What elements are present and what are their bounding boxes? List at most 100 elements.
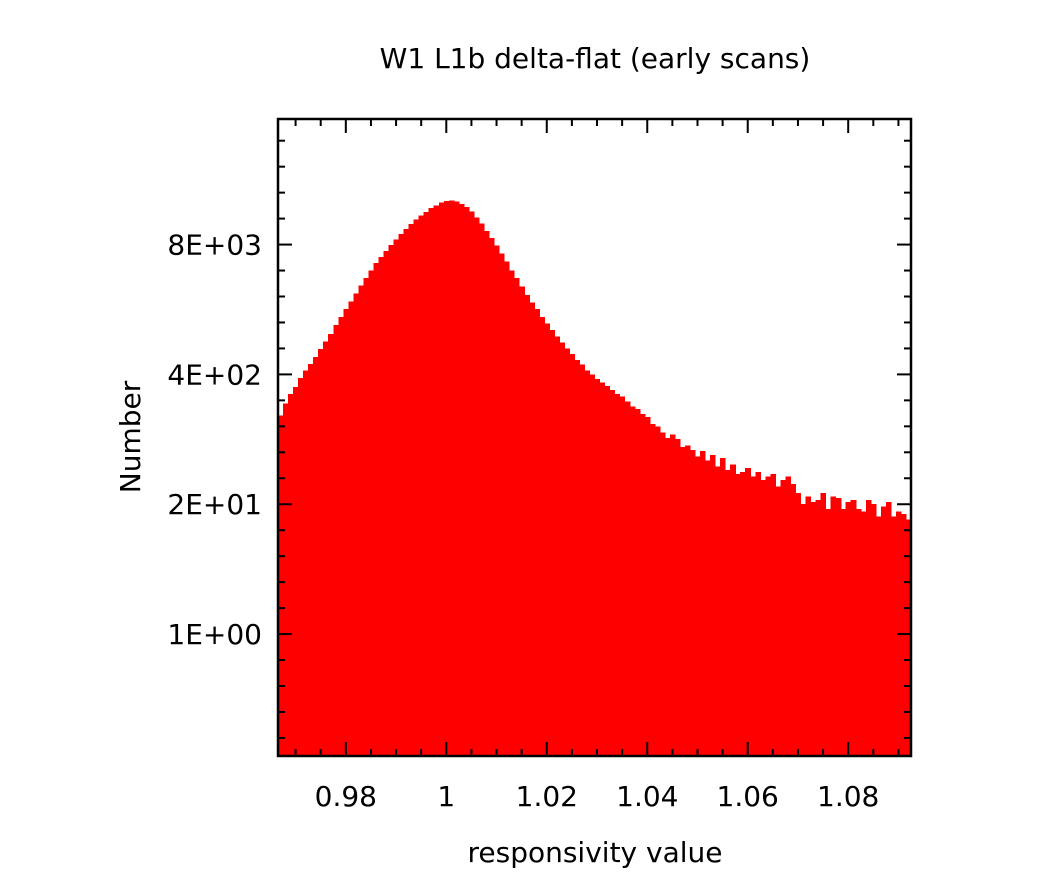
histogram-bar: [860, 511, 867, 756]
histogram-bar: [408, 224, 415, 756]
histogram-bar: [443, 201, 450, 756]
histogram-bar: [659, 432, 666, 756]
histogram-bar: [740, 472, 746, 756]
histogram-bar: [308, 363, 314, 756]
histogram-bar: [363, 277, 370, 756]
histogram-bar: [639, 414, 646, 756]
x-tick-labels: 0.98 1 1.02 1.04 1.06 1.08: [315, 780, 880, 813]
histogram-bar: [765, 476, 771, 756]
histogram-bar: [715, 466, 721, 756]
histogram-bars: [278, 200, 912, 757]
histogram-bar: [684, 445, 691, 756]
histogram-bar: [353, 293, 359, 756]
histogram-bar: [358, 285, 364, 756]
histogram-bar: [649, 423, 656, 756]
x-tick-label: 1.04: [616, 780, 678, 813]
histogram-bar: [468, 211, 475, 756]
x-tick-label: 1.02: [516, 780, 578, 813]
histogram-bar: [529, 302, 535, 756]
histogram-bar: [338, 317, 344, 756]
histogram-bar: [840, 508, 847, 756]
histogram-bar: [689, 449, 696, 756]
histogram-bar: [614, 393, 621, 756]
histogram-bar: [413, 219, 420, 756]
chart-title: W1 L1b delta-flat (early scans): [380, 42, 811, 75]
histogram-bar: [609, 389, 616, 756]
histogram-bar: [619, 396, 626, 756]
histogram-bar: [494, 245, 500, 756]
histogram-bar: [333, 325, 339, 756]
histogram-bar: [549, 329, 555, 756]
histogram-bar: [453, 201, 460, 757]
x-tick-label: 1: [437, 780, 455, 813]
histogram-bar: [328, 333, 334, 756]
histogram-bar: [634, 409, 641, 756]
histogram-bar: [559, 342, 565, 756]
histogram-bar: [810, 502, 817, 756]
y-tick-label: 1E+00: [167, 618, 262, 651]
histogram-bar: [604, 386, 611, 756]
histogram-bar: [800, 504, 807, 756]
histogram-bar: [463, 207, 470, 756]
histogram-bar: [790, 483, 797, 756]
histogram-bar: [544, 323, 550, 756]
histogram-bar: [418, 215, 425, 756]
histogram-bar: [705, 460, 711, 756]
x-axis-label: responsivity value: [467, 836, 722, 869]
histogram-bar: [890, 516, 897, 756]
histogram-bar: [574, 359, 581, 756]
histogram-bar: [388, 245, 395, 757]
histogram-bar: [664, 438, 671, 756]
histogram-bar: [343, 309, 349, 756]
histogram-bar: [403, 228, 410, 757]
histogram-bar: [303, 370, 309, 756]
histogram-bar: [880, 506, 887, 756]
histogram-bar: [499, 253, 505, 756]
histogram-bar: [780, 479, 786, 756]
histogram-bar: [775, 486, 781, 756]
histogram-bar: [293, 386, 299, 756]
histogram-bar: [378, 257, 385, 756]
histogram-bar: [323, 341, 329, 756]
histogram-bar: [524, 294, 530, 756]
histogram-bar: [720, 458, 726, 756]
histogram-bar: [885, 502, 892, 756]
histogram-bar: [368, 270, 375, 756]
histogram-bar: [815, 500, 822, 756]
histogram-bar: [428, 208, 435, 757]
histogram-bar: [805, 496, 812, 756]
histogram-bar: [313, 356, 319, 756]
histogram-bar: [735, 474, 741, 756]
histogram-bar: [624, 401, 631, 756]
histogram-bar: [679, 446, 686, 756]
histogram-bar: [504, 261, 510, 756]
histogram-bar: [539, 317, 545, 756]
histogram-bar: [298, 377, 304, 756]
histogram-bar: [433, 205, 440, 757]
histogram-bar: [509, 270, 515, 756]
histogram-bar: [760, 479, 766, 756]
histogram-bar: [654, 426, 661, 756]
histogram-bar: [785, 476, 792, 756]
histogram-bar: [725, 470, 731, 756]
histogram-bar: [644, 416, 651, 756]
histogram-bar: [473, 217, 480, 756]
histogram-bar: [795, 492, 802, 756]
y-axis-label: Number: [114, 380, 147, 493]
histogram-bar: [730, 464, 736, 756]
histogram-bar: [710, 455, 716, 756]
x-tick-label: 0.98: [315, 780, 377, 813]
histogram-bar: [745, 468, 751, 756]
histogram-bar: [700, 451, 706, 756]
histogram-bar: [283, 403, 289, 756]
histogram-bar: [569, 354, 575, 756]
histogram-bar: [875, 516, 882, 756]
histogram-bar: [318, 348, 324, 756]
plot-frame: [276, 117, 913, 758]
histogram-bar: [458, 203, 465, 757]
histogram-bar: [483, 230, 490, 756]
histogram-bar: [674, 439, 681, 756]
histogram-bar: [830, 496, 837, 756]
histogram-bar: [398, 234, 405, 757]
